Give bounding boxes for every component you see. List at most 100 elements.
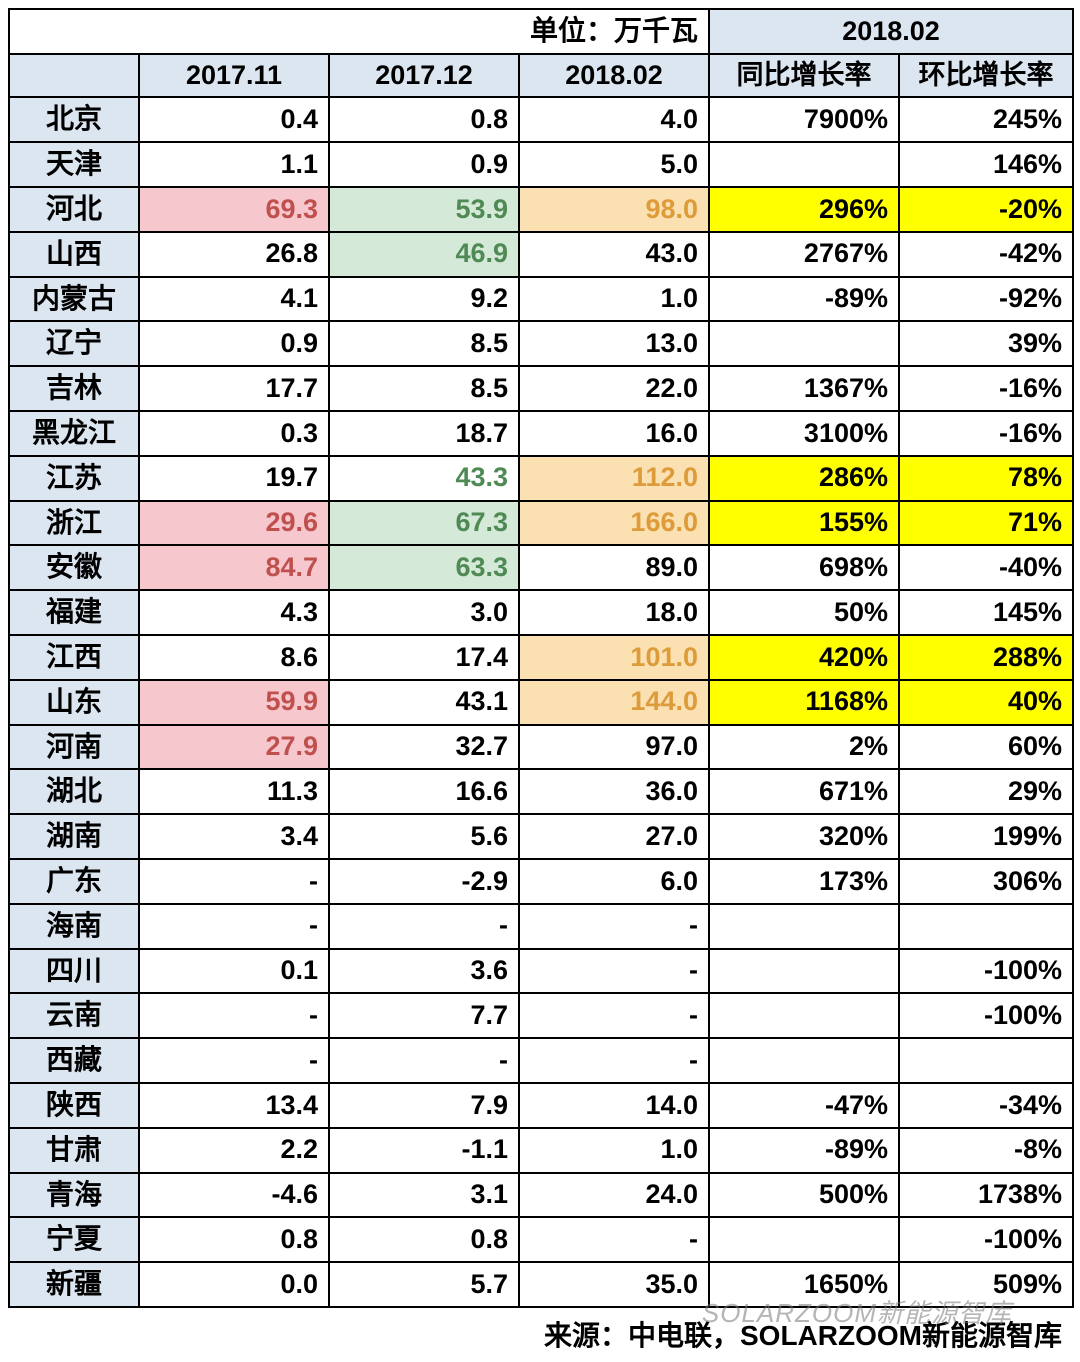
table-row: 广东--2.96.0173%306% xyxy=(9,859,1073,904)
data-cell xyxy=(709,1217,899,1262)
data-cell: 698% xyxy=(709,545,899,590)
data-cell: 288% xyxy=(899,635,1073,680)
data-cell: 13.4 xyxy=(139,1083,329,1128)
row-header: 山东 xyxy=(9,680,139,725)
row-header: 新疆 xyxy=(9,1262,139,1307)
data-cell: 245% xyxy=(899,97,1073,142)
data-cell: - xyxy=(519,904,709,949)
data-cell: 296% xyxy=(709,187,899,232)
data-cell: 0.0 xyxy=(139,1262,329,1307)
data-cell xyxy=(709,904,899,949)
data-cell: - xyxy=(329,904,519,949)
data-cell: 1.0 xyxy=(519,1128,709,1173)
data-cell: 155% xyxy=(709,501,899,546)
data-cell: 18.0 xyxy=(519,590,709,635)
col-header: 2018.02 xyxy=(519,54,709,98)
data-cell: 320% xyxy=(709,814,899,859)
data-cell: 46.9 xyxy=(329,232,519,277)
data-cell: 7.9 xyxy=(329,1083,519,1128)
table-row: 山西26.846.943.02767%-42% xyxy=(9,232,1073,277)
data-cell: 9.2 xyxy=(329,277,519,322)
row-header: 江西 xyxy=(9,635,139,680)
data-cell: 8.6 xyxy=(139,635,329,680)
data-cell: 11.3 xyxy=(139,769,329,814)
table-row: 甘肃2.2-1.11.0-89%-8% xyxy=(9,1128,1073,1173)
data-cell: 98.0 xyxy=(519,187,709,232)
data-cell: - xyxy=(519,1217,709,1262)
data-cell: 84.7 xyxy=(139,545,329,590)
blank-cell xyxy=(9,9,139,54)
data-cell: 500% xyxy=(709,1173,899,1218)
table-row: 西藏--- xyxy=(9,1038,1073,1083)
row-header: 吉林 xyxy=(9,366,139,411)
table-row: 新疆0.05.735.01650%509% xyxy=(9,1262,1073,1307)
table-row: 四川0.13.6--100% xyxy=(9,949,1073,994)
col-header: 2017.12 xyxy=(329,54,519,98)
data-cell: - xyxy=(519,1038,709,1083)
row-header: 北京 xyxy=(9,97,139,142)
table-container: 单位：万千瓦 2018.02 2017.11 2017.12 2018.02 同… xyxy=(8,8,1072,1354)
row-header: 河南 xyxy=(9,725,139,770)
data-cell: 17.7 xyxy=(139,366,329,411)
data-cell: -16% xyxy=(899,366,1073,411)
data-cell: 43.1 xyxy=(329,680,519,725)
data-cell: 4.1 xyxy=(139,277,329,322)
data-cell: - xyxy=(329,1038,519,1083)
table-row: 黑龙江0.318.716.03100%-16% xyxy=(9,411,1073,456)
data-cell: 1738% xyxy=(899,1173,1073,1218)
data-cell: 0.1 xyxy=(139,949,329,994)
data-cell xyxy=(709,949,899,994)
row-header: 海南 xyxy=(9,904,139,949)
col-header: 环比增长率 xyxy=(899,54,1073,98)
data-cell: 5.6 xyxy=(329,814,519,859)
data-cell xyxy=(899,1038,1073,1083)
data-cell: -47% xyxy=(709,1083,899,1128)
data-cell: 1367% xyxy=(709,366,899,411)
row-header: 湖南 xyxy=(9,814,139,859)
table-row: 湖北11.316.636.0671%29% xyxy=(9,769,1073,814)
row-header: 黑龙江 xyxy=(9,411,139,456)
row-header: 青海 xyxy=(9,1173,139,1218)
data-cell: - xyxy=(139,993,329,1038)
data-cell: 0.9 xyxy=(139,321,329,366)
data-cell: 112.0 xyxy=(519,456,709,501)
data-cell: 420% xyxy=(709,635,899,680)
data-cell: 27.0 xyxy=(519,814,709,859)
data-cell: -8% xyxy=(899,1128,1073,1173)
data-cell: 29.6 xyxy=(139,501,329,546)
data-cell: -40% xyxy=(899,545,1073,590)
data-cell: 19.7 xyxy=(139,456,329,501)
data-cell: 671% xyxy=(709,769,899,814)
row-header: 西藏 xyxy=(9,1038,139,1083)
data-cell: -100% xyxy=(899,993,1073,1038)
data-cell: 22.0 xyxy=(519,366,709,411)
data-cell: 0.4 xyxy=(139,97,329,142)
table-row: 宁夏0.80.8--100% xyxy=(9,1217,1073,1262)
data-cell: 3100% xyxy=(709,411,899,456)
data-cell: 5.0 xyxy=(519,142,709,187)
table-row: 浙江29.667.3166.0155%71% xyxy=(9,501,1073,546)
row-header: 辽宁 xyxy=(9,321,139,366)
data-cell: 173% xyxy=(709,859,899,904)
row-header: 云南 xyxy=(9,993,139,1038)
data-cell: 0.8 xyxy=(329,97,519,142)
data-cell: -16% xyxy=(899,411,1073,456)
row-header: 陕西 xyxy=(9,1083,139,1128)
table-row: 青海-4.63.124.0500%1738% xyxy=(9,1173,1073,1218)
row-header: 天津 xyxy=(9,142,139,187)
row-header: 安徽 xyxy=(9,545,139,590)
data-cell: -92% xyxy=(899,277,1073,322)
data-cell: 3.4 xyxy=(139,814,329,859)
data-cell: 59.9 xyxy=(139,680,329,725)
data-cell: -2.9 xyxy=(329,859,519,904)
table-row: 辽宁0.98.513.039% xyxy=(9,321,1073,366)
table-row: 海南--- xyxy=(9,904,1073,949)
data-cell: 0.3 xyxy=(139,411,329,456)
data-cell: - xyxy=(519,993,709,1038)
data-cell xyxy=(709,321,899,366)
table-row: 内蒙古4.19.21.0-89%-92% xyxy=(9,277,1073,322)
data-cell: -100% xyxy=(899,1217,1073,1262)
row-header: 山西 xyxy=(9,232,139,277)
data-cell: 50% xyxy=(709,590,899,635)
data-cell: 1.1 xyxy=(139,142,329,187)
